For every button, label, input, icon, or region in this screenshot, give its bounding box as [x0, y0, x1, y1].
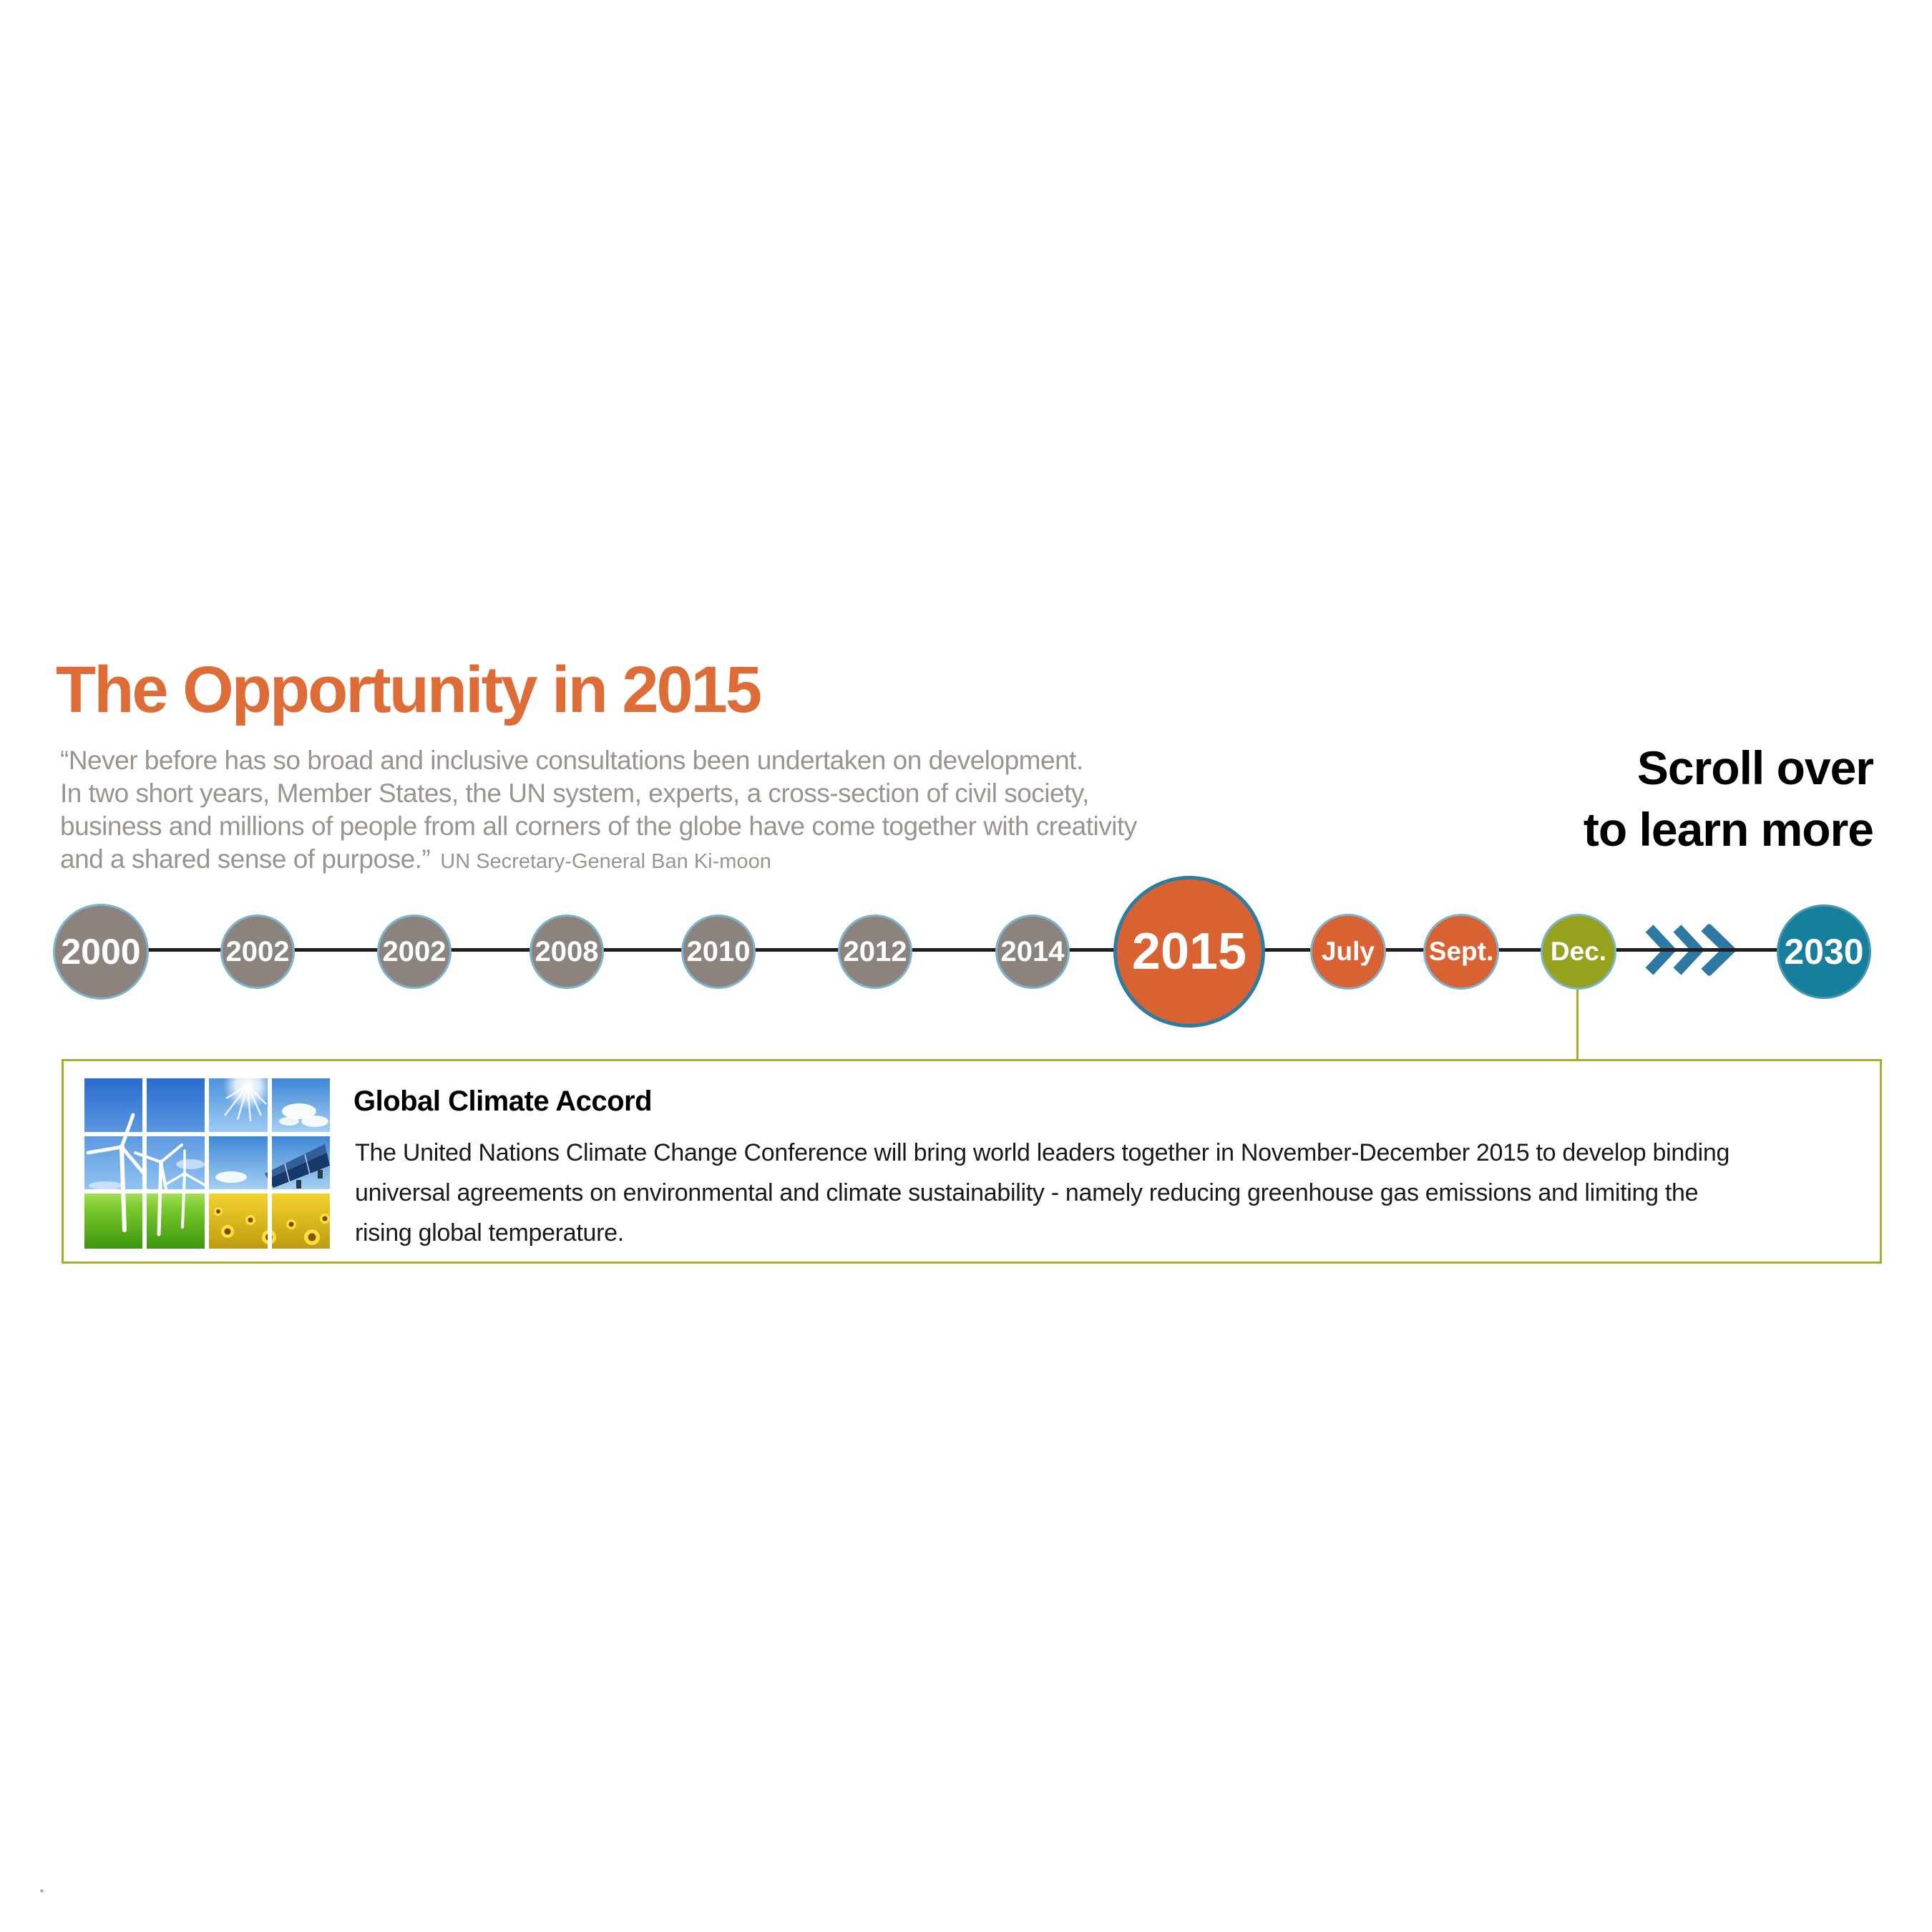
timeline-node-2000[interactable]: 2000	[53, 904, 149, 1000]
timeline-node-2030[interactable]: 2030	[1777, 904, 1871, 999]
fast-forward-chevrons-icon	[1644, 922, 1738, 980]
scroll-hint: Scroll over to learn more	[1583, 737, 1874, 860]
timeline-node-label: 2015	[1131, 923, 1247, 980]
timeline-node-2010[interactable]: 2010	[681, 914, 756, 989]
timeline-node-label: 2010	[686, 935, 751, 967]
detail-card-title: Global Climate Accord	[353, 1085, 653, 1117]
timeline-node-sept[interactable]: Sept.	[1423, 914, 1499, 990]
timeline-node-label: 2012	[843, 935, 907, 967]
detail-card: Global Climate Accord The United Nations…	[62, 1059, 1882, 1264]
timeline-axis-line	[64, 948, 1860, 952]
renewable-energy-collage-image	[84, 1078, 330, 1249]
timeline-node-july[interactable]: July	[1310, 914, 1386, 990]
timeline-node-2012[interactable]: 2012	[838, 914, 912, 989]
timeline-node-label: 2030	[1784, 932, 1864, 972]
timeline-node-2008[interactable]: 2008	[530, 914, 604, 989]
timeline-node-label: 2000	[61, 932, 141, 972]
timeline-node-label: Dec.	[1550, 937, 1607, 966]
timeline-node-label: July	[1321, 937, 1375, 966]
quote-line: and a shared sense of purpose.” UN Secret…	[60, 843, 1137, 878]
quote-line: business and millions of people from all…	[60, 811, 1137, 841]
quote-line: “Never before has so broad and inclusive…	[60, 746, 1083, 775]
timeline-node-2002[interactable]: 2002	[377, 914, 452, 989]
quote-block: “Never before has so broad and inclusive…	[60, 744, 1137, 878]
page-title: The Opportunity in 2015	[56, 653, 762, 726]
scroll-hint-line: Scroll over	[1636, 741, 1874, 794]
detail-card-body: The United Nations Climate Change Confer…	[355, 1133, 1729, 1253]
stray-dot-artifact	[40, 1889, 44, 1893]
detail-card-body-line: universal agreements on environmental an…	[355, 1179, 1699, 1206]
detail-card-body-line: rising global temperature.	[355, 1219, 624, 1246]
timeline-node-label: 2014	[1000, 935, 1065, 967]
scroll-hint-line: to learn more	[1583, 803, 1874, 856]
timeline-node-label: 2002	[225, 935, 290, 967]
timeline-node-2015[interactable]: 2015	[1113, 876, 1265, 1028]
timeline-node-2002[interactable]: 2002	[220, 914, 295, 989]
timeline-node-dec[interactable]: Dec.	[1541, 914, 1616, 990]
timeline-node-label: 2008	[535, 935, 599, 967]
timeline-node-label: Sept.	[1428, 937, 1494, 966]
detail-card-body-line: The United Nations Climate Change Confer…	[355, 1139, 1730, 1166]
quote-line: In two short years, Member States, the U…	[60, 779, 1089, 808]
timeline-node-label: 2002	[382, 935, 447, 967]
quote-line-end: and a shared sense of purpose.”	[60, 844, 431, 874]
timeline-node-2014[interactable]: 2014	[995, 914, 1070, 989]
quote-attribution: UN Secretary-General Ban Ki-moon	[440, 850, 771, 873]
dec-connector-line	[1576, 990, 1579, 1060]
